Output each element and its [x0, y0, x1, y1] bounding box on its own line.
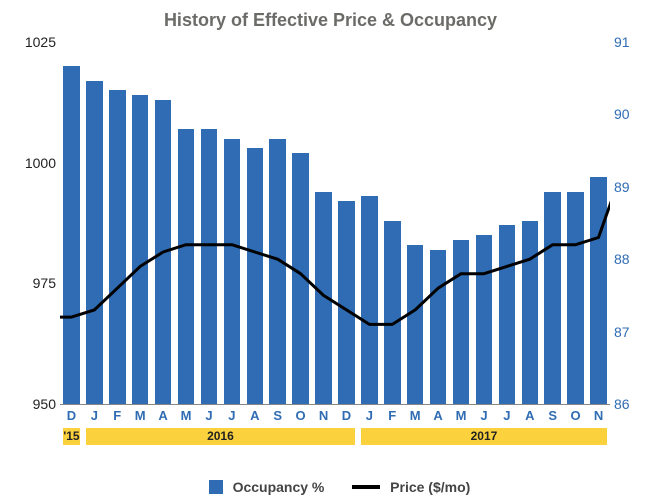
x-tick-label: O	[564, 408, 587, 423]
occupancy-bar	[544, 192, 561, 404]
occupancy-bar	[269, 139, 286, 404]
occupancy-bar	[292, 153, 309, 404]
x-tick-label: A	[518, 408, 541, 423]
chart-title: History of Effective Price & Occupancy	[0, 10, 661, 31]
occupancy-bar	[430, 250, 447, 404]
y-right-tick: 87	[614, 324, 630, 340]
x-tick-label: D	[335, 408, 358, 423]
x-tick-label: M	[404, 408, 427, 423]
legend-label-price: Price ($/mo)	[390, 479, 470, 495]
occupancy-bar	[201, 129, 218, 404]
y-left-tick: 950	[2, 396, 56, 412]
occupancy-bar	[315, 192, 332, 404]
x-tick-label: A	[243, 408, 266, 423]
occupancy-bar	[522, 221, 539, 404]
y-left-tick: 1000	[2, 155, 56, 171]
legend: Occupancy % Price ($/mo)	[0, 479, 661, 495]
y-right-axis: 868788899091	[610, 42, 661, 404]
occupancy-bar	[590, 177, 607, 404]
x-tick-label: S	[266, 408, 289, 423]
legend-label-occupancy: Occupancy %	[233, 479, 325, 495]
y-right-tick: 89	[614, 179, 630, 195]
x-tick-label: N	[587, 408, 610, 423]
x-tick-label: J	[198, 408, 221, 423]
occupancy-bar	[178, 129, 195, 404]
occupancy-bar	[567, 192, 584, 404]
occupancy-bar	[384, 221, 401, 404]
year-bands: '15 2016 2017	[60, 428, 610, 446]
y-right-tick: 90	[614, 106, 630, 122]
x-tick-label: S	[541, 408, 564, 423]
x-axis-labels: DJFMAMJJASONDJFMAMJJASON	[60, 408, 610, 428]
occupancy-bar	[247, 148, 264, 404]
legend-swatch-occupancy	[209, 480, 223, 494]
occupancy-bar	[86, 81, 103, 404]
chart-container: History of Effective Price & Occupancy 9…	[0, 0, 661, 501]
x-tick-label: M	[175, 408, 198, 423]
occupancy-bar	[453, 240, 470, 404]
occupancy-bar	[155, 100, 172, 404]
occupancy-bar	[224, 139, 241, 404]
x-tick-label: M	[450, 408, 473, 423]
year-band: 2017	[361, 428, 607, 445]
x-tick-label: N	[312, 408, 335, 423]
y-left-tick: 1025	[2, 34, 56, 50]
occupancy-bar	[361, 196, 378, 404]
x-tick-label: D	[60, 408, 83, 423]
x-tick-label: F	[381, 408, 404, 423]
occupancy-bar	[407, 245, 424, 404]
x-tick-label: A	[152, 408, 175, 423]
occupancy-bar	[338, 201, 355, 404]
x-tick-label: A	[427, 408, 450, 423]
occupancy-bar	[476, 235, 493, 404]
x-tick-label: J	[83, 408, 106, 423]
x-tick-label: J	[220, 408, 243, 423]
y-left-tick: 975	[2, 275, 56, 291]
x-tick-label: J	[495, 408, 518, 423]
y-right-tick: 88	[614, 251, 630, 267]
x-tick-label: J	[473, 408, 496, 423]
y-right-tick: 91	[614, 34, 630, 50]
occupancy-bar	[132, 95, 149, 404]
x-tick-label: O	[289, 408, 312, 423]
x-tick-label: J	[358, 408, 381, 423]
plot-area	[60, 42, 610, 405]
occupancy-bar	[63, 66, 80, 404]
x-tick-label: M	[129, 408, 152, 423]
year-band: '15	[63, 428, 80, 445]
x-tick-label: F	[106, 408, 129, 423]
y-left-axis: 95097510001025	[0, 42, 60, 404]
y-right-tick: 86	[614, 396, 630, 412]
occupancy-bar	[109, 90, 126, 404]
year-band: 2016	[86, 428, 355, 445]
legend-line-price	[352, 485, 380, 489]
occupancy-bar	[499, 225, 516, 404]
